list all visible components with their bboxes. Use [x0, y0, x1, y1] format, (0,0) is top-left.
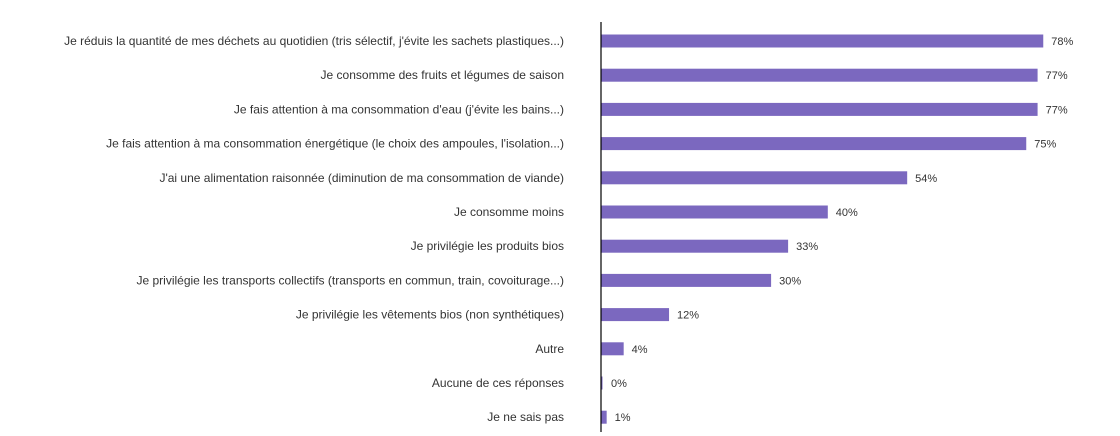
- bar: [601, 34, 1044, 48]
- bar: [601, 308, 670, 322]
- bars: [601, 34, 1044, 424]
- value-label: 30%: [779, 275, 801, 287]
- value-label: 77%: [1046, 104, 1068, 116]
- value-labels: 78% 77% 77% 75% 54% 40% 33% 30% 12% 4% 0% 1%: [611, 36, 1073, 424]
- bar: [601, 273, 772, 287]
- bar: [601, 205, 828, 219]
- category-label: Je privilégie les vêtements bios (non sy…: [296, 308, 564, 322]
- value-label: 33%: [796, 241, 818, 253]
- value-label: 77%: [1046, 70, 1068, 82]
- value-label: 1%: [615, 412, 631, 424]
- bar: [601, 342, 624, 356]
- value-label: 78%: [1051, 36, 1073, 48]
- bar: [601, 171, 908, 185]
- category-labels: Je réduis la quantité de mes déchets au …: [64, 34, 564, 424]
- category-label: Je consomme moins: [454, 205, 564, 219]
- value-label: 12%: [677, 310, 699, 322]
- value-label: 40%: [836, 207, 858, 219]
- category-label: Je privilégie les produits bios: [411, 239, 564, 253]
- value-label: 75%: [1034, 139, 1056, 151]
- category-label: Je réduis la quantité de mes déchets au …: [64, 34, 564, 48]
- value-label: 54%: [915, 173, 937, 185]
- bar: [601, 410, 607, 424]
- category-label: Je fais attention à ma consommation d'ea…: [234, 102, 564, 116]
- value-label: 4%: [632, 344, 648, 356]
- bar: [601, 102, 1038, 116]
- bar: [601, 239, 789, 253]
- bar: [601, 137, 1027, 151]
- category-label: Je fais attention à ma consommation éner…: [106, 137, 564, 151]
- bar: [601, 376, 603, 390]
- category-label: Je ne sais pas: [487, 410, 564, 424]
- category-label: Je consomme des fruits et légumes de sai…: [321, 68, 564, 82]
- category-label: J'ai une alimentation raisonnée (diminut…: [159, 171, 564, 185]
- bar: [601, 68, 1038, 82]
- value-label: 0%: [611, 378, 627, 390]
- category-label: Je privilégie les transports collectifs …: [136, 273, 564, 287]
- category-label: Autre: [535, 342, 564, 356]
- category-label: Aucune de ces réponses: [432, 376, 564, 390]
